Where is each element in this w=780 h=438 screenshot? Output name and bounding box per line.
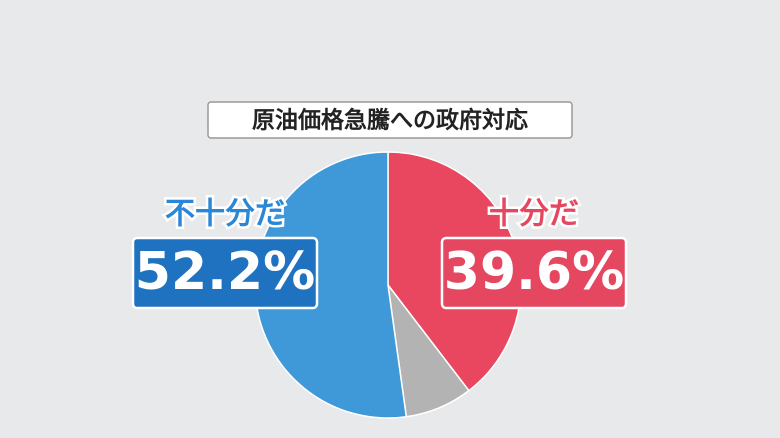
value-label: 52.2% [135,242,315,302]
value-box [440,236,628,310]
labels: 十分だ 39.6% 不十分だ 52.2% [131,194,628,310]
category-label: 不十分だ [165,197,285,232]
value-box [131,236,319,310]
title-box [207,101,573,139]
chart-title: 原油価格急騰への政府対応 [252,107,528,134]
category-label: 十分だ [489,197,579,232]
value-label: 39.6% [444,242,624,302]
